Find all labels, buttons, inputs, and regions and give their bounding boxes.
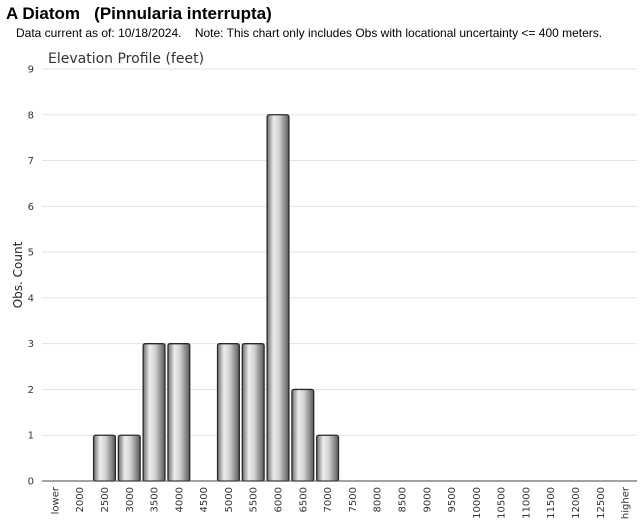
scientific-name: (Pinnularia interrupta) [94, 4, 272, 23]
bar [216, 343, 240, 482]
y-axis-label: Obs. Count [11, 241, 25, 308]
bar [142, 343, 166, 482]
chart-note: Note: This chart only includes Obs with … [194, 26, 603, 40]
bars [92, 114, 340, 482]
x-tick-label: lower [50, 486, 61, 514]
y-tick-label: 5 [28, 248, 34, 259]
x-tick-label: 9000 [422, 487, 433, 512]
y-tick-label: 9 [28, 65, 34, 76]
bar [266, 114, 290, 482]
x-axis-ticks: lower 2000 2500 3000 3500 4000 4500 5000 5500 600… [50, 486, 631, 519]
x-tick-label: 9500 [447, 487, 458, 512]
grid-lines [42, 68, 637, 436]
x-tick-label: 2000 [75, 487, 86, 512]
x-tick-label: 12000 [571, 487, 582, 519]
x-tick-label: 3000 [125, 487, 136, 512]
x-tick-label: 8000 [373, 487, 384, 512]
page-title: A Diatom (Pinnularia interrupta) [6, 4, 272, 24]
y-tick-label: 6 [28, 202, 34, 213]
x-tick-label: 5500 [249, 487, 260, 512]
x-tick-label: 6000 [274, 487, 285, 512]
species-name: A Diatom [6, 4, 80, 23]
x-tick-label: 4000 [174, 487, 185, 512]
x-tick-label: 5000 [224, 487, 235, 512]
y-tick-label: 7 [28, 156, 34, 167]
chart-title: Elevation Profile (feet) [48, 51, 204, 67]
date-value: 10/18/2024. [118, 26, 182, 40]
x-tick-label: 2500 [100, 487, 111, 512]
x-tick-label: 8500 [397, 487, 408, 512]
y-tick-label: 4 [28, 293, 34, 304]
x-tick-label: 7500 [348, 487, 359, 512]
y-tick-label: 1 [28, 431, 34, 442]
x-tick-label: 11000 [521, 487, 532, 519]
x-tick-label: 12500 [596, 487, 607, 519]
page-subtitle: Data current as of: 10/18/2024. Note: Th… [16, 26, 602, 40]
bar [167, 343, 191, 482]
bar [92, 434, 117, 482]
y-tick-label: 8 [28, 110, 34, 121]
y-tick-label: 2 [28, 385, 34, 396]
x-tick-label: higher [621, 486, 632, 519]
x-tick-label: 7000 [323, 487, 334, 512]
x-tick-label: 3500 [150, 487, 161, 512]
x-tick-label: 10500 [497, 487, 508, 519]
x-tick-label: 6500 [298, 487, 309, 512]
date-label: Data current as of: [16, 26, 115, 40]
bar [291, 388, 315, 482]
bar [117, 434, 141, 482]
x-tick-label: 4500 [199, 487, 210, 512]
bar [316, 434, 340, 482]
y-axis-ticks: 0 1 2 3 4 5 6 7 8 9 [28, 65, 34, 488]
x-tick-label: 10000 [472, 487, 483, 519]
y-tick-label: 0 [28, 477, 34, 488]
bar [241, 343, 265, 482]
y-tick-label: 3 [28, 339, 34, 350]
x-tick-label: 11500 [546, 487, 557, 519]
